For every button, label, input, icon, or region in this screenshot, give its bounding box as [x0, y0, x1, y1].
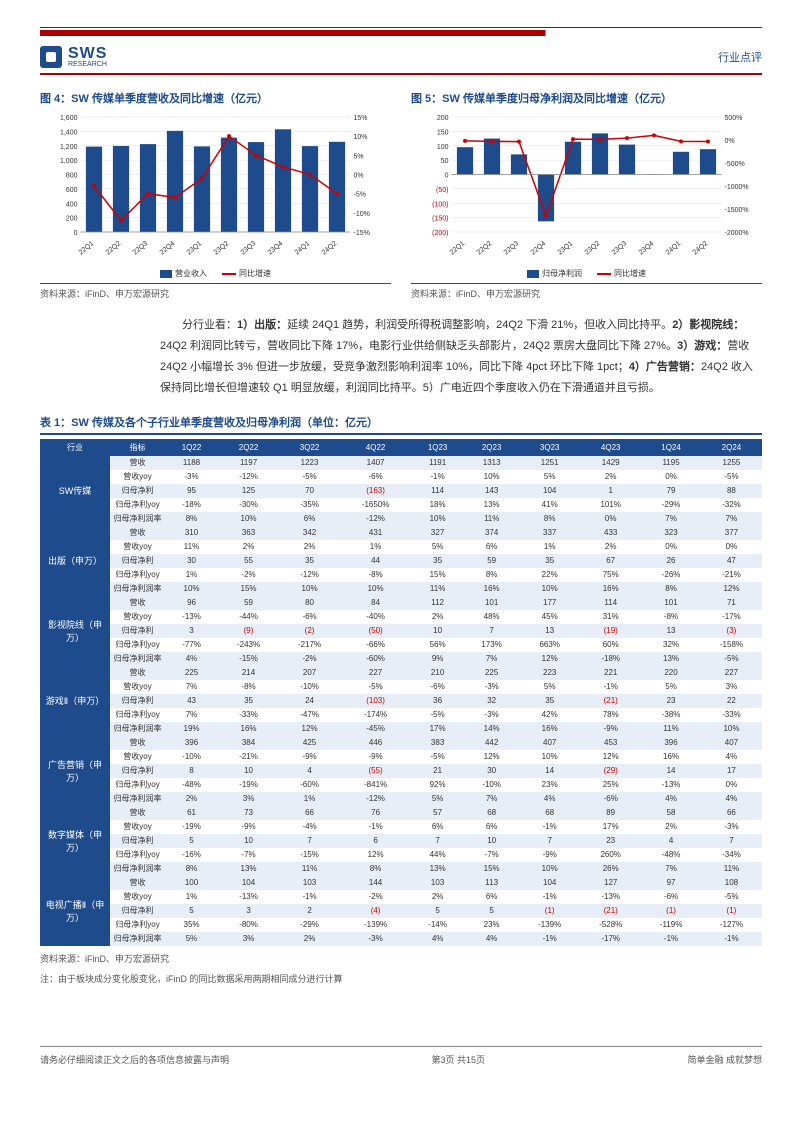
- svg-text:-15%: -15%: [354, 230, 370, 237]
- chart4-legend: 营业收入 同比增速: [40, 268, 391, 279]
- svg-text:200: 200: [437, 115, 449, 122]
- footer-center: 第3页 共15页: [431, 1053, 485, 1066]
- svg-text:(100): (100): [432, 201, 448, 208]
- svg-text:22Q2: 22Q2: [105, 240, 123, 256]
- svg-text:23Q2: 23Q2: [584, 240, 602, 256]
- chart4-svg: 0 200 400 600 800 1,000 1,200 1,400 1,600 -15% -10…: [40, 112, 391, 262]
- svg-text:22Q1: 22Q1: [449, 240, 467, 256]
- svg-text:600: 600: [66, 187, 78, 194]
- svg-text:24Q1: 24Q1: [665, 240, 683, 256]
- footer-left: 请务必仔细阅读正文之后的各项信息披露与声明: [40, 1053, 229, 1066]
- logo-subtitle: RESEARCH: [68, 61, 107, 68]
- chart4-title: 图 4：SW 传媒单季度营收及同比增速（亿元）: [40, 90, 391, 106]
- svg-text:-5%: -5%: [354, 192, 366, 199]
- svg-text:50: 50: [441, 158, 449, 165]
- svg-text:150: 150: [437, 129, 449, 136]
- table-title: 表 1：SW 传媒及各个子行业单季度营收及归母净利润（单位：亿元）: [40, 414, 762, 435]
- chart-5: 图 5：SW 传媒单季度归母净利润及同比增速（亿元） (200) (150) (10…: [411, 90, 762, 300]
- svg-text:23Q3: 23Q3: [611, 240, 629, 256]
- svg-text:0: 0: [74, 230, 78, 237]
- svg-text:23Q1: 23Q1: [557, 240, 575, 256]
- svg-text:800: 800: [66, 173, 78, 180]
- svg-text:-10%: -10%: [354, 211, 370, 218]
- logo-icon: [40, 46, 62, 68]
- svg-text:-1000%: -1000%: [725, 184, 749, 191]
- chart5-svg: (200) (150) (100) (50) 0 50 100 150 200 -2000% -15…: [411, 112, 762, 262]
- svg-text:0%: 0%: [354, 173, 364, 180]
- svg-text:1,400: 1,400: [60, 129, 78, 136]
- svg-text:200: 200: [66, 216, 78, 223]
- charts-row: 图 4：SW 传媒单季度营收及同比增速（亿元） 0 200 400 600 800 1,0…: [40, 90, 762, 300]
- svg-text:22Q3: 22Q3: [132, 240, 150, 256]
- svg-text:1,600: 1,600: [60, 115, 78, 122]
- svg-text:23Q4: 23Q4: [638, 240, 656, 256]
- svg-text:22Q4: 22Q4: [530, 240, 548, 256]
- svg-text:5%: 5%: [354, 153, 364, 160]
- chart5-source: 资料来源：iFinD、申万宏源研究: [411, 283, 762, 300]
- svg-text:1,000: 1,000: [60, 158, 78, 165]
- data-table: 行业指标1Q222Q223Q224Q221Q232Q233Q234Q231Q24…: [40, 439, 762, 946]
- svg-text:0%: 0%: [725, 138, 735, 145]
- chart5-title: 图 5：SW 传媒单季度归母净利润及同比增速（亿元）: [411, 90, 762, 106]
- table-source: 资料来源：iFinD、申万宏源研究: [40, 952, 762, 966]
- svg-text:22Q3: 22Q3: [503, 240, 521, 256]
- svg-text:0: 0: [445, 173, 449, 180]
- svg-text:24Q2: 24Q2: [692, 240, 710, 256]
- page-header: SWS RESEARCH 行业点评: [40, 40, 762, 75]
- svg-text:500%: 500%: [725, 115, 743, 122]
- chart-4: 图 4：SW 传媒单季度营收及同比增速（亿元） 0 200 400 600 800 1,0…: [40, 90, 391, 300]
- top-stripe: [40, 30, 762, 36]
- svg-text:-1500%: -1500%: [725, 207, 749, 214]
- svg-text:1,200: 1,200: [60, 144, 78, 151]
- logo: SWS RESEARCH: [40, 45, 107, 68]
- svg-text:15%: 15%: [354, 115, 368, 122]
- svg-text:(200): (200): [432, 230, 448, 237]
- chart5-legend: 归母净利润 同比增速: [411, 268, 762, 279]
- svg-text:22Q2: 22Q2: [476, 240, 494, 256]
- header-category: 行业点评: [718, 49, 762, 65]
- svg-text:23Q1: 23Q1: [186, 240, 204, 256]
- table-note: 注：由于板块成分变化股变化，iFinD 的同比数据采用两期相同成分进行计算: [40, 972, 762, 986]
- page-footer: 请务必仔细阅读正文之后的各项信息披露与声明 第3页 共15页 简单金融 成就梦想: [40, 1046, 762, 1066]
- svg-text:100: 100: [437, 144, 449, 151]
- logo-text: SWS: [68, 45, 107, 62]
- svg-text:-500%: -500%: [725, 161, 745, 168]
- svg-text:23Q3: 23Q3: [240, 240, 258, 256]
- svg-text:22Q1: 22Q1: [78, 240, 96, 256]
- svg-text:23Q4: 23Q4: [267, 240, 285, 256]
- svg-text:(150): (150): [432, 216, 448, 223]
- svg-text:24Q2: 24Q2: [321, 240, 339, 256]
- footer-right: 简单金融 成就梦想: [687, 1053, 762, 1066]
- svg-text:24Q1: 24Q1: [294, 240, 312, 256]
- svg-text:22Q4: 22Q4: [159, 240, 177, 256]
- chart4-source: 资料来源：iFinD、申万宏源研究: [40, 283, 391, 300]
- svg-text:(50): (50): [436, 187, 448, 194]
- svg-text:400: 400: [66, 201, 78, 208]
- svg-text:-2000%: -2000%: [725, 230, 749, 237]
- svg-text:10%: 10%: [354, 134, 368, 141]
- body-paragraph: 分行业看：1）出版：延续 24Q1 趋势，利润受所得税调整影响，24Q2 下滑 …: [160, 315, 762, 399]
- svg-text:23Q2: 23Q2: [213, 240, 231, 256]
